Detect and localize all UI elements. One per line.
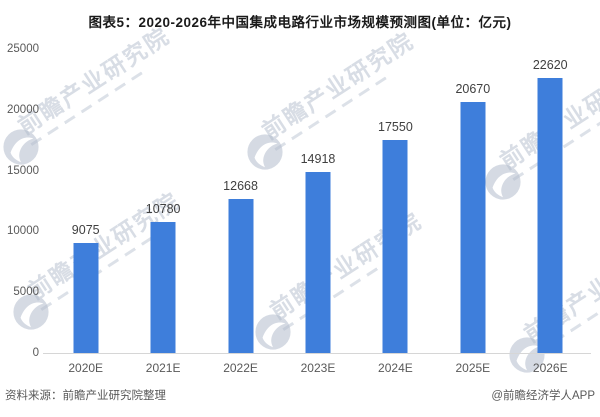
chart-title: 图表5：2020-2026年中国集成电路行业市场规模预测图(单位：亿元)	[88, 15, 512, 30]
y-axis-label: 5000	[13, 286, 39, 299]
bar-2023E	[305, 171, 331, 353]
data-label: 10780	[145, 201, 181, 216]
bar-2021E	[150, 221, 176, 353]
y-axis-label: 0	[32, 347, 39, 359]
plot-area: 0 5000 10000 15000 20000 25000 9075 2020E 10780…	[7, 43, 591, 375]
x-axis-label: 2025E	[455, 361, 491, 375]
y-axis-label: 15000	[7, 164, 39, 177]
x-axis-label: 2026E	[532, 361, 568, 375]
x-axis-label: 2023E	[300, 361, 336, 375]
x-axis-label: 2021E	[145, 361, 181, 375]
bar-2024E	[382, 139, 408, 353]
bar-2025E	[460, 101, 486, 353]
source-note: 资料来源：前瞻产业研究院整理	[5, 390, 166, 402]
bar-series: 9075 2020E 10780 2021E 12668 2022E 14918 2023E 1…	[47, 49, 589, 375]
bar-2026E	[537, 77, 563, 353]
data-label: 14918	[300, 151, 336, 166]
bar-slot-2024E: 17550 2024E	[357, 49, 434, 375]
y-axis-label: 25000	[7, 43, 39, 55]
x-axis-label: 2020E	[68, 361, 104, 375]
data-label: 12668	[223, 178, 258, 193]
bar-slot-2025E: 20670 2025E	[434, 49, 511, 375]
y-axis: 0 5000 10000 15000 20000 25000	[7, 43, 589, 359]
data-label: 22620	[532, 57, 568, 72]
bar-slot-2021E: 10780 2021E	[124, 49, 201, 375]
x-axis-label: 2024E	[378, 361, 413, 375]
y-axis-label: 20000	[7, 103, 39, 116]
bar-2022E	[228, 198, 254, 353]
x-axis-label: 2022E	[223, 361, 258, 375]
bar-slot-2023E: 14918 2023E	[279, 49, 356, 375]
credit-note: @前瞻经济学人APP	[491, 390, 595, 402]
bar-slot-2022E: 12668 2022E	[202, 49, 279, 375]
bar-slot-2026E: 22620 2026E	[512, 49, 589, 375]
bar-2020E	[73, 242, 99, 353]
qianzhan-logo-icon	[2, 128, 40, 166]
data-label: 17550	[378, 119, 413, 134]
data-label: 9075	[71, 222, 100, 237]
x-axis-line	[43, 353, 591, 354]
data-label: 20670	[455, 81, 491, 96]
y-axis-label: 10000	[7, 225, 39, 238]
bar-slot-2020E: 9075 2020E	[47, 49, 124, 375]
